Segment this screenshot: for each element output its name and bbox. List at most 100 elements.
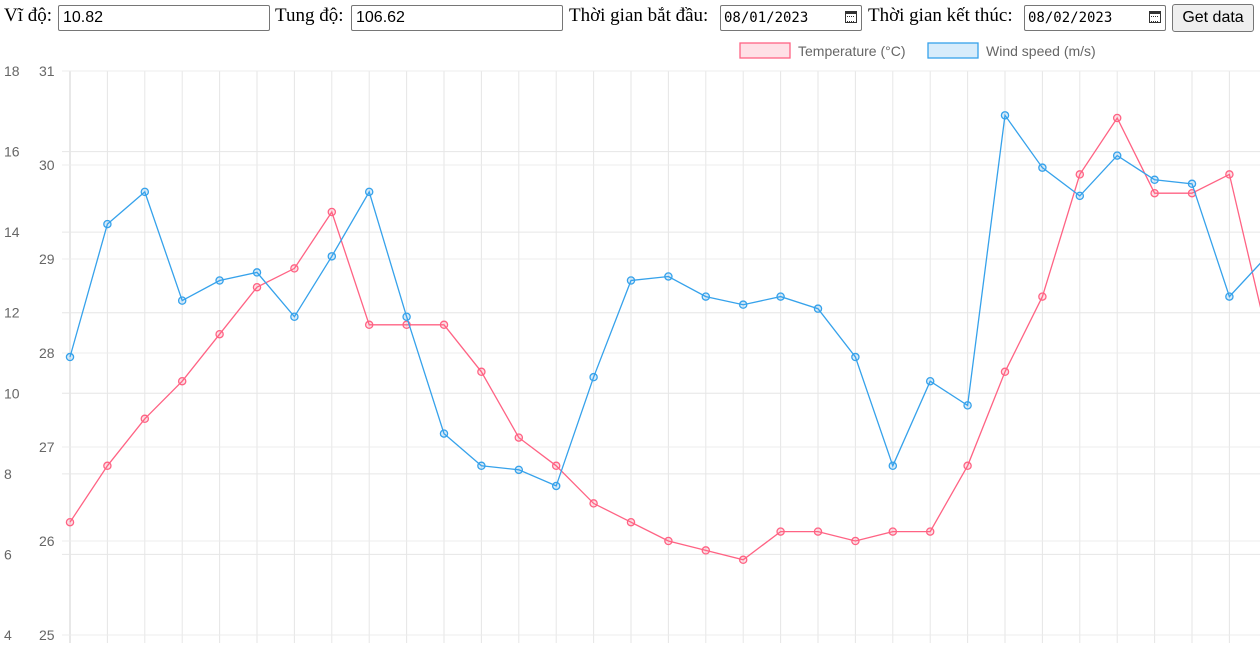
data-point bbox=[140, 414, 150, 424]
data-point bbox=[626, 276, 636, 285]
start-date-value: 08/01/2023 bbox=[724, 10, 809, 26]
end-date-label: Thời gian kết thúc: bbox=[868, 5, 1013, 26]
data-point bbox=[477, 461, 486, 471]
data-point bbox=[1038, 163, 1047, 172]
chart-grid bbox=[62, 70, 1260, 643]
y-left-tick-label: 8 bbox=[4, 466, 12, 482]
series-line bbox=[69, 116, 1260, 561]
data-point bbox=[364, 187, 374, 197]
data-point bbox=[776, 527, 785, 536]
y-right-tick-label: 28 bbox=[39, 345, 55, 361]
y-right-tick-label: 30 bbox=[39, 157, 55, 173]
calendar-icon[interactable] bbox=[845, 11, 857, 23]
data-point bbox=[215, 329, 224, 339]
data-point bbox=[701, 546, 711, 555]
data-point bbox=[589, 372, 598, 382]
data-point bbox=[103, 461, 112, 471]
data-point bbox=[813, 304, 823, 313]
data-point bbox=[738, 555, 748, 565]
legend-swatch bbox=[927, 42, 979, 59]
y-left-tick-label: 14 bbox=[4, 224, 20, 240]
data-point bbox=[925, 376, 935, 386]
data-point bbox=[1075, 191, 1085, 201]
data-point bbox=[177, 296, 187, 305]
series-line bbox=[69, 113, 1260, 487]
data-point bbox=[1225, 170, 1234, 179]
y-right-tick-label: 26 bbox=[39, 533, 55, 549]
start-date-label: Thời gian bắt đầu: bbox=[569, 5, 709, 26]
latitude-label: Vĩ độ: bbox=[4, 5, 53, 26]
query-form: Vĩ độ: Tung độ: Thời gian bắt đầu: 08/01… bbox=[0, 0, 1260, 36]
data-point bbox=[327, 252, 337, 261]
series-temperature bbox=[65, 113, 1260, 565]
series-layer bbox=[65, 111, 1260, 565]
data-point bbox=[626, 517, 636, 527]
y-axis-ticks: 4 6 8 10 12 14 16 18 25 26 27 28 29 30 31 bbox=[4, 63, 55, 643]
series-wind-speed bbox=[65, 111, 1260, 491]
data-point bbox=[215, 276, 224, 285]
data-point bbox=[888, 461, 898, 471]
data-point bbox=[252, 268, 262, 277]
end-date-input[interactable]: 08/02/2023 bbox=[1024, 5, 1166, 31]
data-point bbox=[103, 219, 112, 229]
data-point bbox=[551, 461, 561, 471]
data-point bbox=[813, 527, 823, 536]
chart-legend[interactable]: Temperature (°C) Wind speed (m/s) bbox=[739, 42, 1096, 59]
data-point bbox=[1038, 292, 1047, 301]
data-point bbox=[963, 401, 972, 410]
legend-label: Temperature (°C) bbox=[798, 43, 906, 59]
data-point bbox=[701, 292, 711, 301]
data-point bbox=[851, 536, 860, 546]
y-right-tick-label: 31 bbox=[39, 63, 55, 79]
data-point bbox=[1000, 367, 1010, 377]
data-point bbox=[925, 527, 935, 536]
data-point bbox=[65, 517, 75, 527]
data-point bbox=[551, 481, 561, 491]
data-point bbox=[1112, 113, 1122, 123]
data-point bbox=[364, 320, 374, 330]
data-point bbox=[177, 376, 187, 386]
data-point bbox=[664, 536, 673, 546]
data-point bbox=[439, 320, 449, 330]
data-point bbox=[738, 300, 748, 309]
data-point bbox=[477, 367, 486, 377]
calendar-icon[interactable] bbox=[1149, 11, 1161, 23]
data-point bbox=[1225, 292, 1234, 301]
data-point bbox=[514, 465, 524, 475]
y-left-tick-label: 4 bbox=[4, 627, 12, 643]
data-point bbox=[776, 292, 785, 301]
y-left-tick-label: 16 bbox=[4, 144, 20, 160]
legend-item[interactable]: Temperature (°C) bbox=[739, 42, 906, 59]
y-right-tick-label: 29 bbox=[39, 251, 55, 267]
get-data-button[interactable]: Get data bbox=[1172, 4, 1254, 32]
data-point bbox=[589, 499, 598, 508]
data-point bbox=[963, 461, 972, 471]
start-date-input[interactable]: 08/01/2023 bbox=[720, 5, 862, 31]
data-point bbox=[514, 433, 524, 442]
data-point bbox=[1150, 175, 1159, 185]
data-point bbox=[290, 312, 299, 321]
data-point bbox=[1187, 179, 1197, 189]
y-left-tick-label: 6 bbox=[4, 546, 12, 562]
data-point bbox=[439, 429, 449, 438]
data-point bbox=[1150, 188, 1159, 198]
weather-line-chart: Temperature (°C) Wind speed (m/s) 4 6 8 10 12… bbox=[4, 42, 1260, 643]
data-point bbox=[1112, 151, 1122, 160]
data-point bbox=[327, 207, 337, 217]
data-point bbox=[140, 187, 150, 197]
data-point bbox=[888, 527, 898, 536]
y-left-tick-label: 12 bbox=[4, 305, 20, 321]
y-left-tick-label: 18 bbox=[4, 63, 20, 79]
y-right-tick-label: 25 bbox=[39, 627, 55, 643]
latitude-input[interactable] bbox=[58, 5, 270, 31]
data-point bbox=[65, 352, 75, 362]
longitude-input[interactable] bbox=[351, 5, 563, 31]
data-point bbox=[402, 312, 411, 321]
legend-label: Wind speed (m/s) bbox=[986, 43, 1096, 59]
data-point bbox=[252, 282, 262, 292]
legend-item[interactable]: Wind speed (m/s) bbox=[927, 42, 1096, 59]
end-date-value: 08/02/2023 bbox=[1028, 10, 1113, 26]
data-point bbox=[851, 352, 860, 362]
data-point bbox=[664, 272, 673, 281]
data-point bbox=[1000, 111, 1010, 120]
